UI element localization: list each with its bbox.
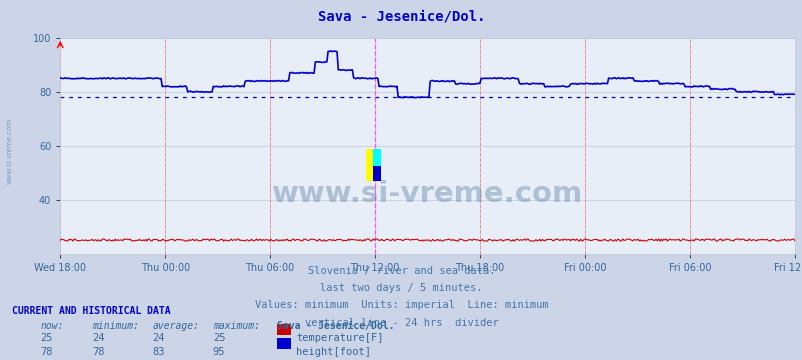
- Text: temperature[F]: temperature[F]: [296, 333, 383, 343]
- Text: minimum:: minimum:: [92, 321, 140, 331]
- Bar: [372, 166, 380, 181]
- Text: vertical line - 24 hrs  divider: vertical line - 24 hrs divider: [304, 318, 498, 328]
- Bar: [366, 148, 372, 181]
- Text: Sava - Jesenice/Dol.: Sava - Jesenice/Dol.: [277, 321, 394, 331]
- Text: maximum:: maximum:: [213, 321, 260, 331]
- Text: 78: 78: [40, 347, 53, 357]
- Text: now:: now:: [40, 321, 63, 331]
- Text: 25: 25: [213, 333, 225, 343]
- Text: CURRENT AND HISTORICAL DATA: CURRENT AND HISTORICAL DATA: [12, 306, 171, 316]
- Text: last two days / 5 minutes.: last two days / 5 minutes.: [320, 283, 482, 293]
- Text: 25: 25: [40, 333, 53, 343]
- Text: www.si-vreme.com: www.si-vreme.com: [6, 118, 13, 184]
- Text: Sava - Jesenice/Dol.: Sava - Jesenice/Dol.: [318, 9, 484, 23]
- Text: 24: 24: [152, 333, 165, 343]
- Text: height[foot]: height[foot]: [296, 347, 371, 357]
- Text: 95: 95: [213, 347, 225, 357]
- Bar: [372, 148, 380, 166]
- Text: 83: 83: [152, 347, 165, 357]
- Text: 78: 78: [92, 347, 105, 357]
- Text: Values: minimum  Units: imperial  Line: minimum: Values: minimum Units: imperial Line: mi…: [254, 300, 548, 310]
- Text: Slovenia / river and sea data.: Slovenia / river and sea data.: [307, 266, 495, 276]
- Text: www.si-vreme.com: www.si-vreme.com: [272, 180, 582, 208]
- Text: average:: average:: [152, 321, 200, 331]
- Text: 24: 24: [92, 333, 105, 343]
